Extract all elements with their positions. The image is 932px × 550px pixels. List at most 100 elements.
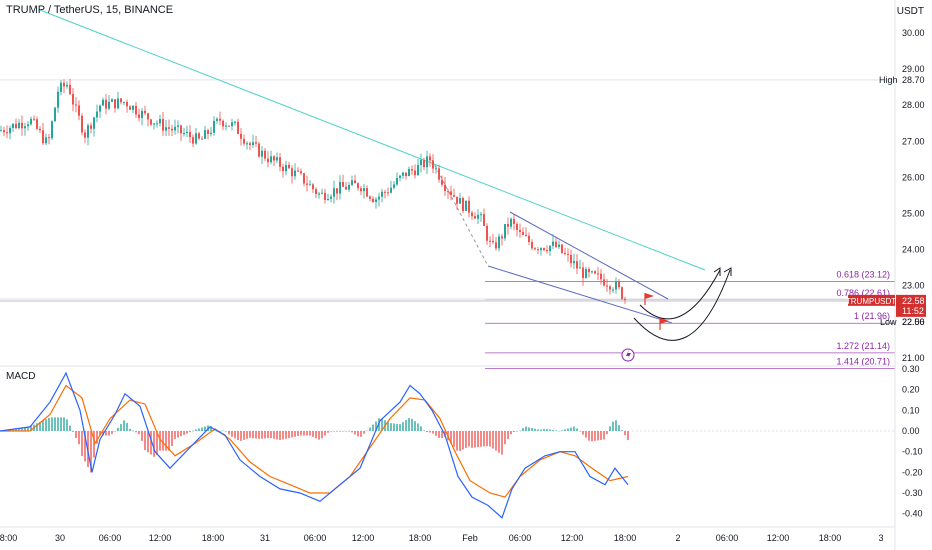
candle-body (300, 171, 302, 174)
macd-histogram-bar (21, 427, 23, 431)
candle-body (576, 261, 578, 269)
candle-body (609, 286, 611, 290)
macd-histogram-bar (369, 427, 371, 431)
macd-histogram-bar (492, 431, 494, 449)
candle-body (33, 118, 35, 120)
candle-body (27, 124, 29, 127)
macd-histogram-bar (420, 426, 422, 431)
candle-body (210, 132, 212, 135)
macd-histogram-bar (156, 431, 158, 455)
macd-histogram-bar (471, 431, 473, 448)
candle-body (297, 170, 299, 172)
macd-histogram-bar (375, 421, 377, 431)
candle-body (87, 125, 89, 138)
macd-histogram-bar (336, 431, 338, 432)
macd-histogram-bar (189, 431, 191, 433)
time-tick-label: 12:00 (767, 533, 790, 543)
candle-body (378, 196, 380, 200)
macd-histogram-bar (576, 428, 578, 431)
candle-body (420, 159, 422, 165)
candle-body (369, 196, 371, 199)
candle-body (582, 267, 584, 279)
macd-histogram-bar (582, 431, 584, 435)
candle-body (567, 253, 569, 255)
candle-body (282, 166, 284, 172)
macd-histogram-bar (603, 431, 605, 440)
macd-histogram-bar (438, 431, 440, 438)
macd-histogram-bar (261, 431, 263, 439)
macd-histogram-bar (159, 431, 161, 451)
macd-histogram-bar (273, 431, 275, 439)
macd-histogram-bar (360, 431, 362, 437)
macd-histogram-bar (54, 417, 56, 431)
candle-body (60, 82, 62, 92)
candle-body (366, 188, 368, 197)
macd-histogram-bar (399, 424, 401, 431)
macd-histogram-bar (495, 431, 497, 451)
candle-body (15, 123, 17, 129)
candle-body (453, 195, 455, 197)
candle-body (138, 114, 140, 118)
macd-histogram-bar (309, 431, 311, 436)
macd-histogram-bar (300, 431, 302, 436)
candle-body (99, 105, 101, 112)
candle-body (534, 248, 536, 250)
candle-body (45, 137, 47, 144)
candle-body (186, 131, 188, 134)
countdown-text: 11:52 (902, 306, 924, 316)
time-tick-label: 12:00 (352, 533, 375, 543)
macd-histogram-bar (450, 431, 452, 444)
candle-body (252, 142, 254, 146)
candle-body (39, 128, 41, 131)
candle-body (93, 117, 95, 129)
wedge-upper-line (509, 211, 669, 300)
candle-body (174, 126, 176, 131)
candle-body (69, 84, 71, 95)
candle-body (321, 192, 323, 194)
candle-body (543, 248, 545, 251)
macd-histogram-bar (174, 431, 176, 439)
candle-body (66, 84, 68, 87)
macd-histogram-bar (78, 431, 80, 445)
macd-histogram-bar (75, 431, 77, 439)
macd-histogram-bar (180, 431, 182, 437)
candle-body (450, 191, 452, 196)
macd-histogram-bar (423, 430, 425, 431)
time-tick-label: 3 (878, 533, 883, 543)
candle-body (195, 133, 197, 144)
projection-arrow-2 (633, 269, 731, 341)
flag-marker (645, 293, 654, 299)
macd-histogram-bar (378, 418, 380, 431)
time-tick-label: 06:00 (304, 533, 327, 543)
macd-histogram-bar (312, 431, 314, 437)
macd-histogram-bar (459, 431, 461, 451)
macd-histogram-bar (288, 431, 290, 439)
candle-body (156, 123, 158, 125)
macd-histogram-bar (240, 431, 242, 441)
symbol-badge-text: TRUMPUSDT (846, 297, 896, 306)
candle-body (348, 184, 350, 190)
candle-body (144, 110, 146, 114)
candle-body (375, 199, 377, 203)
candle-body (417, 164, 419, 176)
macd-histogram-bar (282, 431, 284, 440)
macd-histogram-bar (567, 428, 569, 431)
macd-histogram-bar (555, 430, 557, 431)
macd-histogram-bar (453, 431, 455, 447)
candle-body (402, 172, 404, 176)
candle-body (198, 133, 200, 139)
macd-histogram-bar (507, 431, 509, 440)
candle-body (612, 289, 614, 291)
candle-body (591, 271, 593, 273)
time-tick-label: 18:00 (202, 533, 225, 543)
candle-body (108, 101, 110, 109)
macd-histogram-bar (402, 422, 404, 431)
candle-body (327, 198, 329, 200)
price-tick-label: 28.00 (902, 100, 925, 110)
candle-body (135, 105, 137, 115)
candle-body (303, 173, 305, 184)
candle-body (408, 169, 410, 177)
candle-body (615, 281, 617, 290)
macd-histogram-bar (81, 431, 83, 457)
